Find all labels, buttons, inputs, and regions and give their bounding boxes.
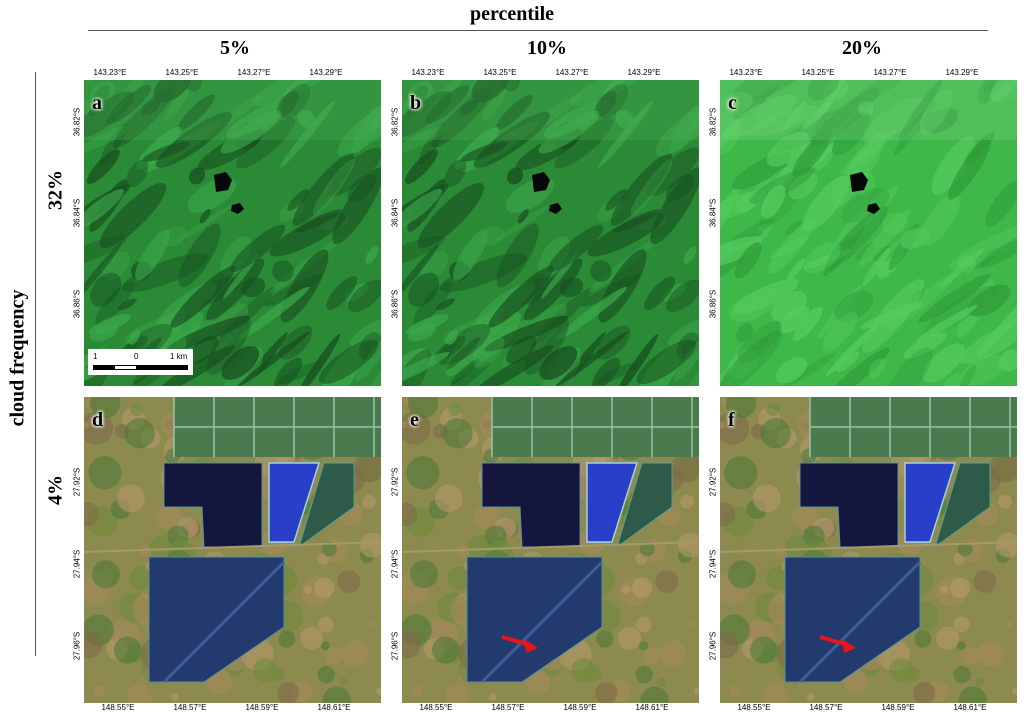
satellite-image-d <box>84 397 381 703</box>
side-rule <box>35 72 36 656</box>
scale-label-left: 1 <box>93 352 98 361</box>
side-tick-6: 36.86°S <box>390 289 400 319</box>
bottom-tick-1: 148.55°E <box>101 703 135 712</box>
satellite-image-b <box>402 80 699 386</box>
side-tick-2: 36.84°S <box>72 198 82 228</box>
panel-b <box>402 80 699 386</box>
top-tick-1: 143.23°E <box>93 68 127 77</box>
bottom-tick-6: 148.57°E <box>491 703 525 712</box>
panel-e <box>402 397 699 703</box>
bottom-tick-4: 148.61°E <box>317 703 351 712</box>
side-tick-18: 27.96°S <box>708 631 718 661</box>
top-tick-4: 143.29°E <box>309 68 343 77</box>
side-tick-8: 36.84°S <box>708 198 718 228</box>
red-arrow-icon <box>842 639 856 653</box>
percentile-title: percentile <box>469 3 555 25</box>
top-tick-8: 143.29°E <box>627 68 661 77</box>
side-tick-4: 36.82°S <box>390 107 400 137</box>
side-tick-16: 27.92°S <box>708 467 718 497</box>
panel-label-d: d <box>92 409 104 431</box>
bottom-tick-12: 148.61°E <box>953 703 987 712</box>
bottom-tick-5: 148.55°E <box>419 703 453 712</box>
red-arrow-icon <box>524 639 538 653</box>
panel-a <box>84 80 381 386</box>
top-tick-6: 143.25°E <box>483 68 517 77</box>
bottom-tick-2: 148.57°E <box>173 703 207 712</box>
panel-label-e: e <box>410 409 419 431</box>
bottom-tick-11: 148.59°E <box>881 703 915 712</box>
bottom-tick-9: 148.55°E <box>737 703 771 712</box>
satellite-image-e <box>402 397 699 703</box>
side-tick-3: 36.86°S <box>72 289 82 319</box>
scale-label-mid: 0 <box>134 352 139 361</box>
panel-d <box>84 397 381 703</box>
panel-label-a: a <box>92 92 102 114</box>
side-tick-9: 36.86°S <box>708 289 718 319</box>
bottom-tick-7: 148.59°E <box>563 703 597 712</box>
satellite-image-a <box>84 80 381 386</box>
scale-bar: 1 0 1 km <box>88 349 193 375</box>
column-header-5: 5% <box>220 37 250 59</box>
top-tick-2: 143.25°E <box>165 68 199 77</box>
top-tick-12: 143.29°E <box>945 68 979 77</box>
panel-f <box>720 397 1017 703</box>
top-tick-5: 143.23°E <box>411 68 445 77</box>
side-tick-15: 27.96°S <box>390 631 400 661</box>
top-tick-10: 143.25°E <box>801 68 835 77</box>
column-header-20: 20% <box>842 37 882 59</box>
side-tick-1: 36.82°S <box>72 107 82 137</box>
panel-label-c: c <box>728 92 737 114</box>
header-rule <box>88 30 988 31</box>
side-tick-7: 36.82°S <box>708 107 718 137</box>
side-tick-10: 27.92°S <box>72 467 82 497</box>
side-tick-17: 27.94°S <box>708 549 718 579</box>
panel-label-b: b <box>410 92 422 114</box>
satellite-image-c <box>720 80 1017 386</box>
cloud-frequency-label: cloud frequency <box>6 289 29 427</box>
panel-c <box>720 80 1017 386</box>
top-tick-7: 143.27°E <box>555 68 589 77</box>
row-header-32: 32% <box>44 170 67 210</box>
side-tick-13: 27.92°S <box>390 467 400 497</box>
scale-label-right: 1 km <box>170 352 188 361</box>
satellite-image-f <box>720 397 1017 703</box>
top-tick-9: 143.23°E <box>729 68 763 77</box>
side-tick-14: 27.94°S <box>390 549 400 579</box>
row-header-4: 4% <box>44 475 67 505</box>
panel-label-f: f <box>728 409 735 431</box>
column-header-10: 10% <box>527 37 567 59</box>
side-tick-11: 27.94°S <box>72 549 82 579</box>
bottom-tick-10: 148.57°E <box>809 703 843 712</box>
top-tick-11: 143.27°E <box>873 68 907 77</box>
side-tick-5: 36.84°S <box>390 198 400 228</box>
top-tick-3: 143.27°E <box>237 68 271 77</box>
bottom-tick-8: 148.61°E <box>635 703 669 712</box>
bottom-tick-3: 148.59°E <box>245 703 279 712</box>
scale-bar-graphic <box>93 365 188 370</box>
side-tick-12: 27.96°S <box>72 631 82 661</box>
